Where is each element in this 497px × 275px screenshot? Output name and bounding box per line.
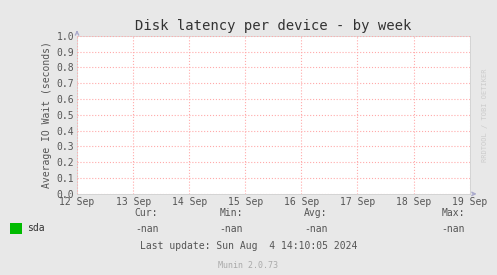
- Text: Last update: Sun Aug  4 14:10:05 2024: Last update: Sun Aug 4 14:10:05 2024: [140, 241, 357, 251]
- Text: -nan: -nan: [219, 224, 243, 234]
- Text: -nan: -nan: [135, 224, 159, 234]
- Text: -nan: -nan: [304, 224, 328, 234]
- Text: Munin 2.0.73: Munin 2.0.73: [219, 261, 278, 270]
- Text: Max:: Max:: [441, 208, 465, 218]
- Text: Cur:: Cur:: [135, 208, 159, 218]
- Text: Min:: Min:: [219, 208, 243, 218]
- Title: Disk latency per device - by week: Disk latency per device - by week: [135, 19, 412, 33]
- Text: sda: sda: [27, 223, 45, 233]
- Y-axis label: Average IO Wait (seconds): Average IO Wait (seconds): [42, 41, 53, 188]
- Text: RRDTOOL / TOBI OETIKER: RRDTOOL / TOBI OETIKER: [482, 69, 488, 162]
- Text: Avg:: Avg:: [304, 208, 328, 218]
- Text: -nan: -nan: [441, 224, 465, 234]
